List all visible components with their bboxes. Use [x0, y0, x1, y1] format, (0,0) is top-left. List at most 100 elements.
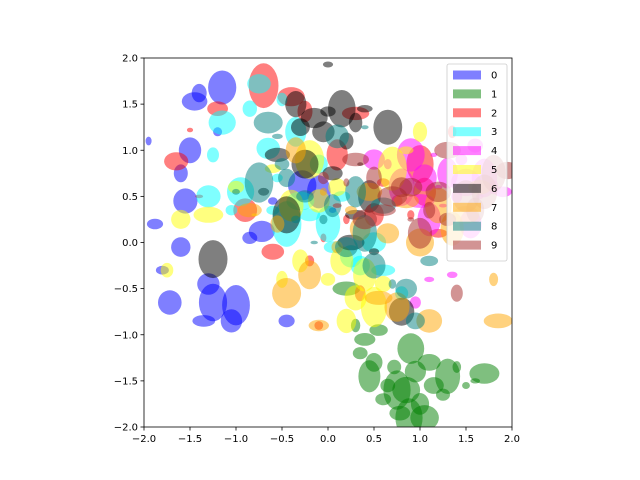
point-series-7 [483, 313, 512, 329]
point-series-8 [395, 278, 418, 299]
point-series-9 [366, 166, 382, 190]
legend-label-3: 3 [491, 127, 497, 138]
legend-swatch-6 [453, 183, 481, 193]
y-tick-label: −1.5 [114, 376, 138, 387]
x-tick-label: −0.5 [270, 434, 294, 445]
points-layer [145, 61, 512, 427]
legend-swatch-0 [453, 70, 481, 80]
y-tick-label: 2.0 [122, 54, 138, 65]
point-series-7 [489, 272, 499, 287]
point-series-9 [343, 178, 350, 187]
point-series-0 [146, 218, 164, 230]
point-series-5 [171, 209, 191, 229]
point-series-3 [196, 185, 221, 208]
point-series-8 [361, 125, 369, 130]
y-axis: −2.0 −1.5 −1.0 −0.5 0.0 0.5 1.0 1.5 2.0 [114, 54, 144, 434]
legend-label-8: 8 [491, 222, 497, 233]
point-series-5 [193, 206, 224, 223]
point-series-5 [320, 273, 336, 286]
point-series-1 [365, 353, 383, 372]
point-series-7 [345, 206, 357, 215]
point-series-1 [469, 363, 500, 384]
point-series-9 [318, 171, 329, 185]
point-series-8 [272, 133, 283, 139]
point-series-9 [407, 217, 415, 222]
point-series-8 [244, 162, 274, 203]
legend-label-1: 1 [491, 89, 497, 100]
legend-swatch-9 [453, 240, 481, 250]
y-tick-label: 1.5 [122, 100, 138, 111]
point-series-2 [186, 127, 194, 133]
point-series-1 [417, 354, 441, 371]
point-series-4 [446, 271, 458, 278]
point-series-3 [247, 74, 271, 94]
point-series-7 [376, 223, 400, 244]
legend-swatch-7 [453, 202, 481, 212]
point-series-8 [296, 190, 314, 203]
x-tick-label: 1.0 [412, 434, 428, 445]
point-series-7 [308, 319, 329, 332]
point-series-0 [222, 285, 250, 326]
point-series-9 [450, 284, 463, 302]
point-series-0 [208, 70, 237, 105]
legend-label-5: 5 [491, 165, 497, 176]
legend-swatch-8 [453, 221, 481, 231]
legend-label-7: 7 [491, 203, 497, 214]
x-axis: −2.0 −1.5 −1.0 −0.5 0.0 0.5 1.0 1.5 2.0 [132, 427, 520, 445]
point-series-6 [373, 109, 403, 145]
point-series-8 [253, 111, 283, 134]
point-series-9 [407, 217, 433, 249]
point-series-3 [276, 92, 288, 107]
y-tick-label: 0.0 [122, 238, 138, 249]
point-series-7 [416, 309, 443, 333]
legend-swatch-5 [453, 165, 481, 174]
x-tick-label: 2.0 [504, 434, 520, 445]
point-series-8 [325, 124, 349, 149]
point-series-3 [207, 147, 219, 163]
point-series-1 [462, 382, 470, 389]
point-series-9 [332, 203, 342, 208]
point-series-9 [370, 204, 396, 216]
x-tick-label: 0.5 [366, 434, 382, 445]
x-tick-label: −1.5 [178, 434, 202, 445]
point-series-8 [420, 255, 439, 267]
point-series-8 [324, 194, 342, 218]
point-series-9 [342, 152, 369, 167]
legend-label-4: 4 [491, 146, 497, 157]
point-series-6 [285, 91, 307, 118]
point-series-8 [232, 188, 240, 195]
point-series-0 [278, 314, 295, 328]
point-series-7 [319, 187, 327, 196]
point-series-6 [198, 240, 228, 279]
point-series-0 [145, 136, 152, 146]
point-series-9 [423, 201, 436, 219]
point-series-1 [352, 347, 368, 360]
point-series-6 [328, 90, 356, 128]
point-series-7 [270, 215, 285, 233]
legend-label-9: 9 [491, 241, 497, 252]
point-series-8 [291, 215, 301, 224]
point-series-5 [374, 275, 392, 293]
y-tick-label: 1.0 [122, 146, 138, 157]
legend-swatch-3 [453, 127, 481, 137]
point-series-1 [354, 333, 376, 346]
point-series-7 [384, 292, 410, 322]
legend-swatch-4 [453, 146, 481, 156]
point-series-7 [272, 278, 302, 309]
series-1 [332, 281, 500, 427]
point-series-2 [407, 210, 415, 220]
point-series-8 [319, 214, 328, 225]
point-series-8 [345, 176, 366, 208]
point-series-5 [228, 180, 244, 194]
point-series-0 [158, 290, 182, 315]
point-series-0 [191, 83, 207, 103]
point-series-0 [171, 237, 191, 257]
point-series-9 [399, 177, 423, 197]
legend-label-2: 2 [491, 108, 497, 119]
point-series-8 [335, 237, 358, 258]
point-series-0 [198, 283, 228, 322]
point-series-6 [348, 112, 363, 133]
point-series-4 [424, 276, 435, 283]
point-series-5 [412, 121, 428, 142]
point-series-8 [362, 252, 386, 279]
